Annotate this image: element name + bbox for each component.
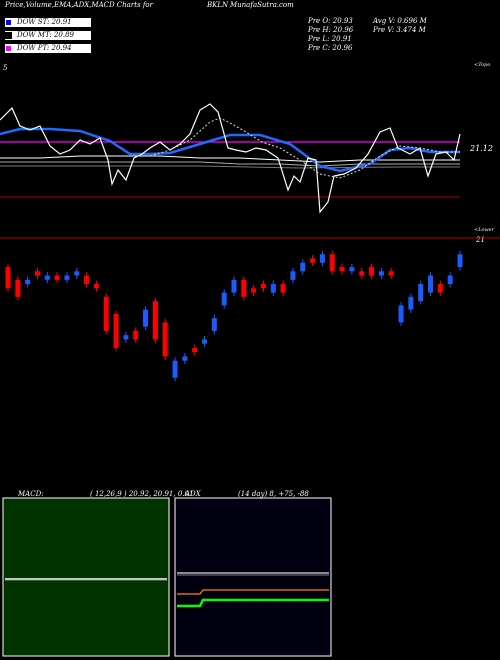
corner-right-label: <Topo <box>474 62 491 68</box>
prev-close: Pre C: 20.96 <box>308 44 353 52</box>
lower-label: <Lower <box>474 227 495 233</box>
candle-body <box>113 313 119 348</box>
candle-body <box>300 262 306 272</box>
candle-body <box>447 275 453 285</box>
prev-high: Pre H: 20.96 <box>308 26 354 34</box>
legend-swatch-st <box>5 18 12 26</box>
legend-swatch-mt <box>5 31 12 39</box>
candle-body <box>74 271 80 276</box>
candle-body <box>241 279 247 297</box>
candle-body <box>437 284 443 293</box>
candle-body <box>290 271 296 280</box>
candle-body <box>329 254 335 272</box>
candle-body <box>310 258 316 263</box>
candle-body <box>260 284 266 289</box>
candle-body <box>133 330 139 340</box>
legend-dow-st: DOW ST: 20.91 <box>5 18 91 27</box>
adx-label: ADX <box>185 490 201 498</box>
lower-value: 21 <box>476 236 485 244</box>
candle-body <box>369 267 375 276</box>
candle-body <box>398 305 404 323</box>
candle-body <box>143 309 149 327</box>
prev-open: Pre O: 20.93 <box>308 17 353 25</box>
legend-swatch-pt <box>5 44 12 52</box>
price-axis-label: 21.12 <box>470 144 493 153</box>
candle-body <box>123 335 129 340</box>
candle-body <box>280 284 286 293</box>
candle-body <box>231 279 237 293</box>
candle-body <box>339 267 345 272</box>
candle-body <box>182 356 188 361</box>
candle-body <box>418 284 424 302</box>
adx-panel-bg <box>174 497 332 657</box>
candle-body <box>172 360 178 378</box>
candle-body <box>221 292 227 306</box>
chart-title: Price,Volume,EMA,ADX,MACD Charts for <box>5 1 153 9</box>
candle-body <box>349 267 355 272</box>
candle-body <box>408 296 414 310</box>
macd-panel <box>2 497 170 657</box>
candle-body <box>378 271 384 276</box>
adx-line <box>177 598 329 608</box>
candle-body <box>84 275 90 285</box>
candle-body <box>211 318 217 331</box>
ema-dashed-line <box>149 117 460 179</box>
candle-body <box>192 347 198 353</box>
ema-white-line <box>0 103 461 214</box>
prev-volume: Pre V: 3.474 M <box>373 26 426 34</box>
candle-body <box>103 296 109 331</box>
candle-body <box>44 275 50 280</box>
legend-dow-mt: DOW MT: 20.89 <box>5 31 91 40</box>
corner-left-label: 5 <box>3 64 8 72</box>
candle-body <box>251 288 257 293</box>
candle-body <box>5 267 11 289</box>
candle-body <box>428 275 434 293</box>
prev-low: Pre L: 20.91 <box>308 35 352 43</box>
candle-body <box>202 339 208 344</box>
candle-body <box>152 301 158 340</box>
candle-body <box>54 275 60 280</box>
macd-label: MACD: <box>18 490 44 498</box>
candle-body <box>359 271 365 276</box>
dow-st-line <box>0 127 460 173</box>
adx-params: (14 day) 8, +75, -88 <box>238 490 309 498</box>
dow-mt-line-3 <box>0 165 460 169</box>
candle-body <box>162 322 168 357</box>
indicator-panel <box>0 103 500 239</box>
dow-mt-line-2 <box>0 161 460 167</box>
legend-dow-pt: DOW PT: 20.94 <box>5 44 91 53</box>
candle-body <box>15 279 21 297</box>
candle-body <box>319 254 325 263</box>
candle-body <box>64 275 70 280</box>
adx-minus-di-line <box>177 589 329 595</box>
candle-body <box>457 254 463 268</box>
adx-panel <box>174 497 332 657</box>
dow-mt-line <box>0 155 460 163</box>
candle-body <box>34 271 40 276</box>
candle-body <box>25 279 31 285</box>
macd-params: ( 12,26,9 ) 20.92, 20.91, 0.01 <box>90 490 194 498</box>
avg-volume: Avg V: 0.696 M <box>373 17 427 25</box>
ticker-label: BKLN <box>207 1 229 9</box>
site-label: MunafaSutra.com <box>230 1 294 9</box>
macd-panel-bg <box>2 497 170 657</box>
candle-body <box>388 271 394 276</box>
candle-body <box>270 284 276 293</box>
candles-group <box>5 250 463 382</box>
candle-body <box>93 284 99 289</box>
